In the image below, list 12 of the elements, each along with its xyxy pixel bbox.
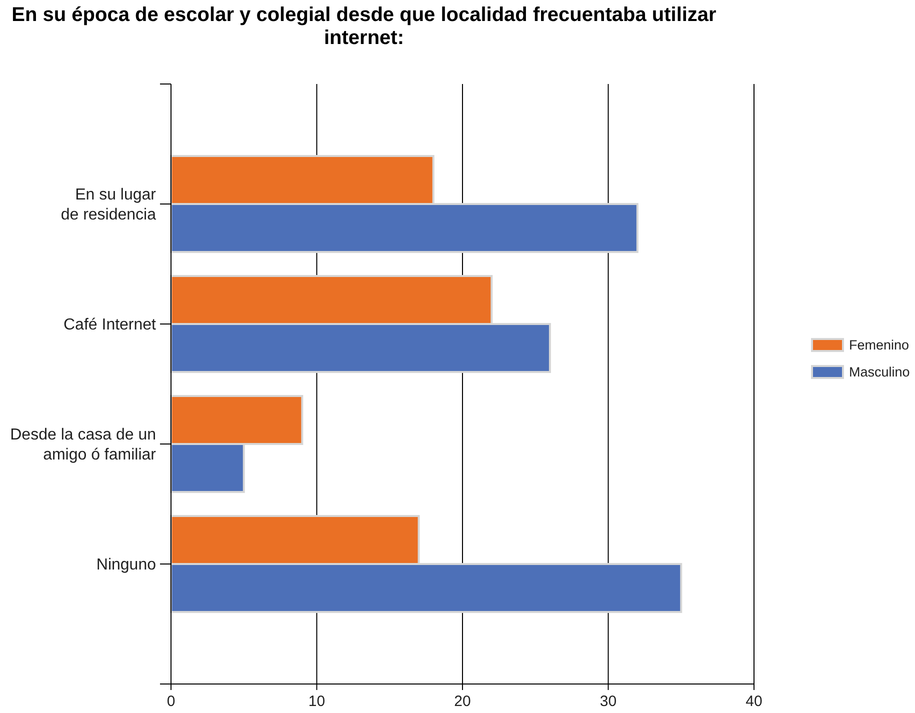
x-tick-label: 30 [600,693,617,710]
chart-title: En su época de escolar y colegial desde que localidad frecuentaba utilizar internet: [12,4,717,49]
y-tick-label: Ninguno [96,556,156,574]
x-tick-label: 40 [746,693,762,710]
x-tick-label: 10 [308,693,326,710]
legend-label: Masculino [849,364,910,380]
x-tick-label: 0 [166,693,176,710]
legend-label: Femenino [849,338,910,353]
y-tick-label: Café Internet [64,316,157,334]
y-tick-label: Desde la casa de un amigo ó familiar [10,426,157,464]
y-tick-label: En su lugar de residencia [60,186,157,224]
x-tick-label: 20 [454,693,471,710]
